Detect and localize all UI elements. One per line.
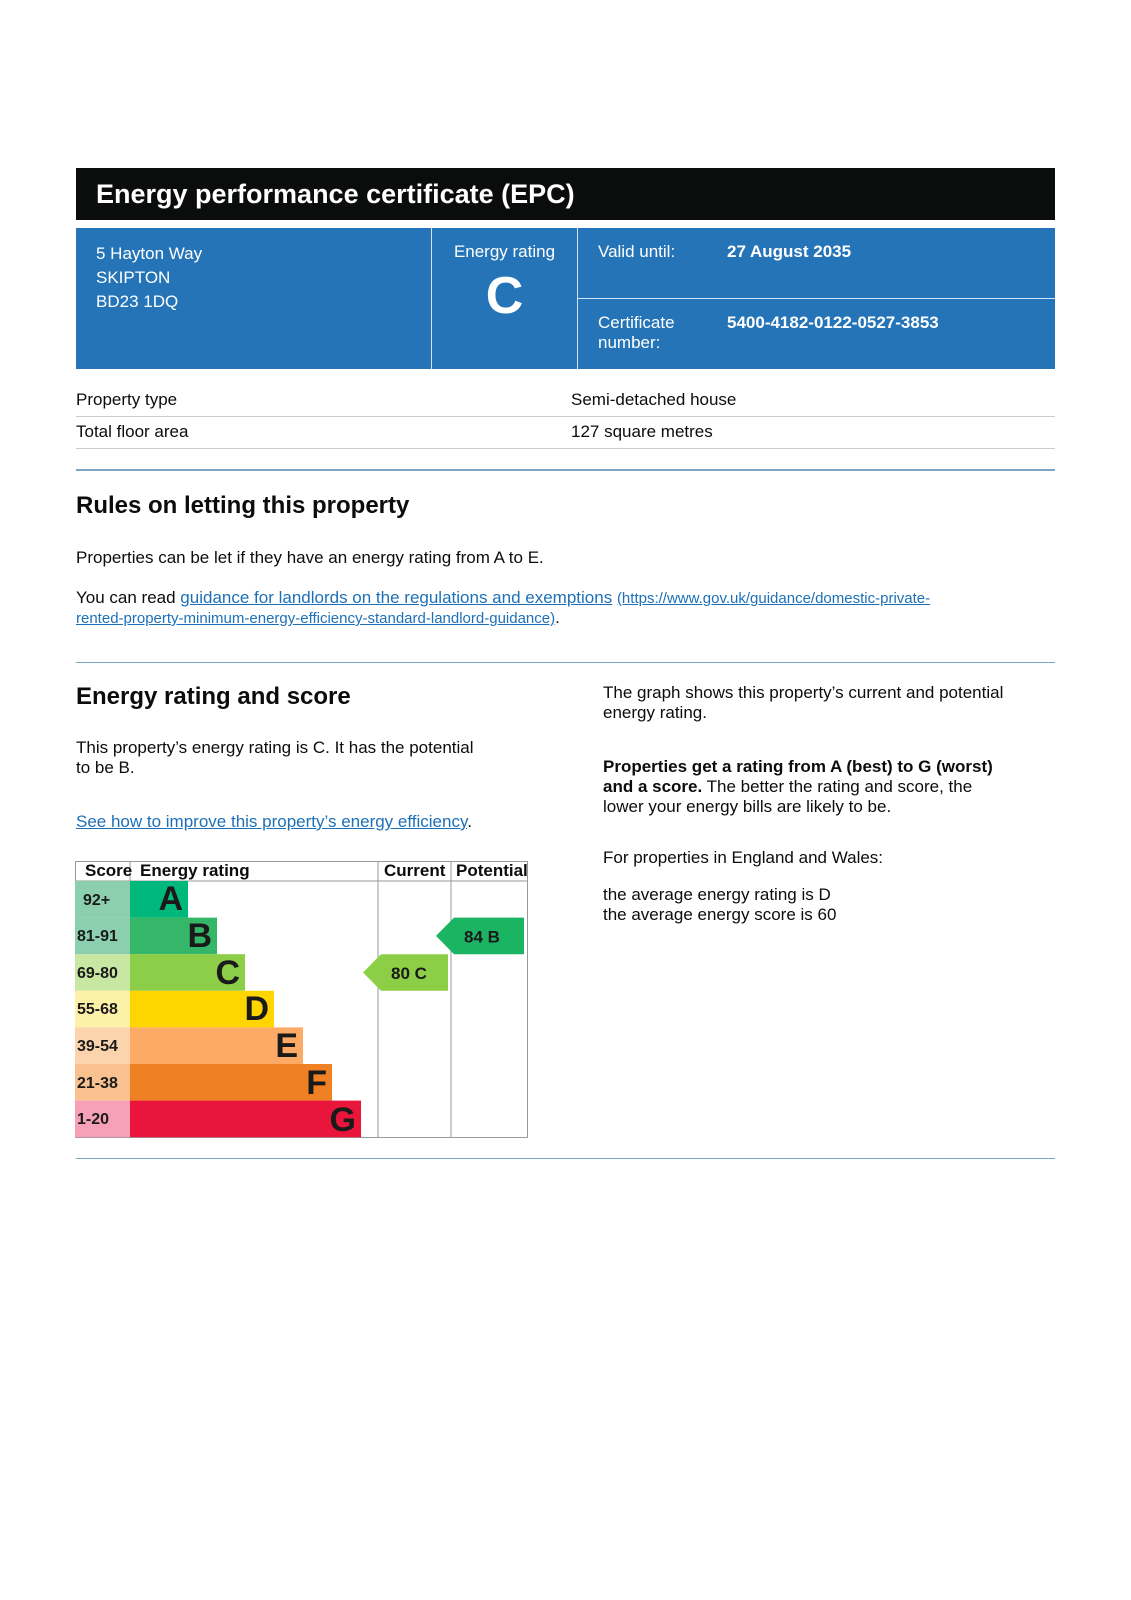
- svg-text:D: D: [244, 990, 269, 1028]
- svg-text:80 C: 80 C: [391, 964, 427, 983]
- svg-text:92+: 92+: [83, 892, 110, 909]
- svg-text:84 B: 84 B: [464, 928, 500, 947]
- svg-text:69-80: 69-80: [77, 965, 118, 982]
- svg-text:G: G: [330, 1101, 356, 1138]
- svg-text:55-68: 55-68: [77, 1001, 118, 1018]
- svg-text:Current: Current: [384, 861, 446, 880]
- svg-text:Energy rating: Energy rating: [140, 861, 250, 880]
- svg-text:39-54: 39-54: [77, 1038, 118, 1055]
- svg-text:A: A: [158, 880, 183, 918]
- svg-text:Potential: Potential: [456, 861, 528, 880]
- svg-text:1-20: 1-20: [77, 1111, 109, 1128]
- svg-text:F: F: [306, 1064, 327, 1102]
- svg-text:C: C: [215, 954, 240, 992]
- svg-text:21-38: 21-38: [77, 1075, 118, 1092]
- svg-text:81-91: 81-91: [77, 928, 118, 945]
- svg-text:E: E: [275, 1027, 298, 1065]
- svg-text:B: B: [187, 917, 212, 955]
- svg-text:Score: Score: [85, 861, 132, 880]
